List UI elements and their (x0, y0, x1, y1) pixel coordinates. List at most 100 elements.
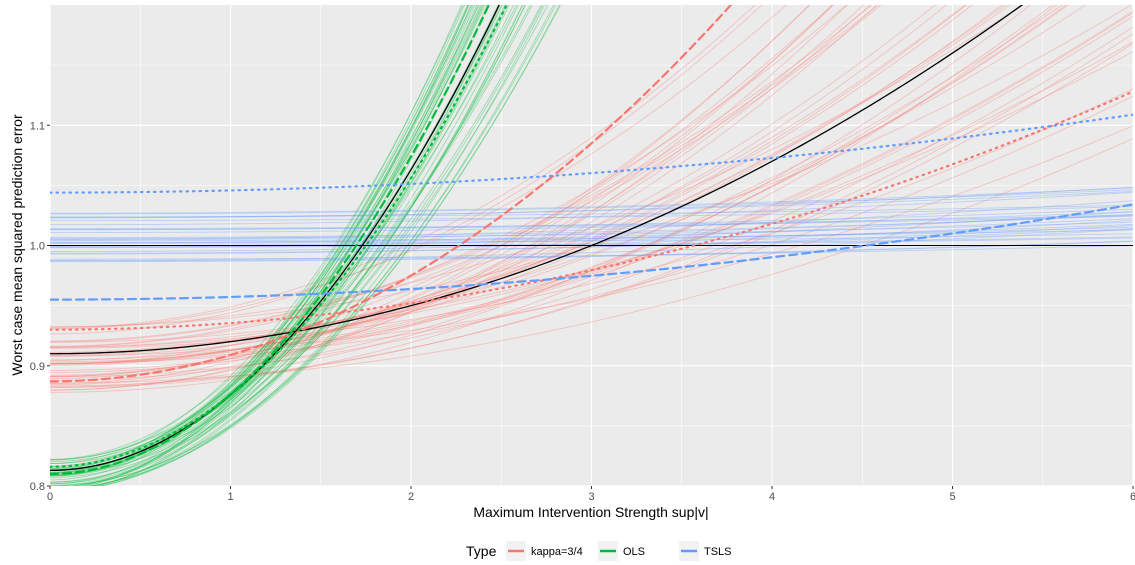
y-tick-label: 1.0 (30, 241, 45, 253)
bundle-line-kappa=3/4 (50, 5, 1011, 353)
bundle-line-kappa=3/4 (50, 125, 1133, 357)
bundle-line-kappa=3/4 (50, 10, 1133, 361)
bundle-line-kappa=3/4 (50, 43, 1133, 387)
bundle-line-kappa=3/4 (50, 5, 1024, 328)
series-line-kappa=3/4-dotted (50, 90, 1133, 331)
bundle-line-kappa=3/4 (50, 5, 973, 365)
bundle-line-kappa=3/4 (50, 5, 834, 391)
bundle-line-TSLS (50, 221, 1133, 239)
bundle-line-OLS (50, 5, 503, 461)
bundle-line-OLS (50, 5, 549, 475)
y-axis-ticks: 0.8 0.9 1.0 1.1 (30, 120, 50, 493)
bundle-line-OLS (50, 5, 472, 476)
bundle-line-TSLS (50, 208, 1133, 231)
bundle-line-OLS (50, 5, 482, 467)
bundle-line-OLS (50, 5, 514, 477)
bundle-line-TSLS (50, 211, 1133, 233)
legend: Type kappa=3/4 OLS TSLS (466, 541, 732, 561)
bundle-line-kappa=3/4 (50, 5, 756, 329)
bundle-line-kappa=3/4 (50, 33, 1133, 388)
bundle-line-TSLS (50, 219, 1133, 252)
series-line-kappa=3/4-solid (50, 5, 1024, 355)
bundle-line-TSLS (50, 189, 1133, 215)
bundle-line-TSLS (50, 206, 1133, 222)
x-tick-label: 3 (588, 491, 594, 503)
bundle-line-OLS (87, 5, 560, 486)
bundle-line-kappa=3/4 (50, 5, 847, 347)
bundle-line-OLS (50, 5, 486, 467)
bundle-line-OLS (70, 5, 484, 486)
y-tick-label: 1.1 (30, 120, 45, 132)
bundle-line-OLS (50, 5, 479, 485)
bundle-line-OLS (50, 5, 557, 486)
x-tick-label: 5 (949, 491, 955, 503)
x-tick-label: 6 (1130, 491, 1135, 503)
bundle-line-TSLS (50, 204, 1133, 218)
x-tick-label: 4 (769, 491, 775, 503)
x-axis-title: Maximum Intervention Strength sup|v| (473, 504, 708, 520)
series-line-kappa=3/4-dashed (50, 5, 733, 383)
bundle-line-OLS (50, 5, 517, 461)
bundle-line-kappa=3/4 (50, 5, 1007, 354)
bundle-line-OLS (50, 5, 480, 460)
bundle-line-kappa=3/4 (50, 5, 833, 365)
bundle-line-kappa=3/4 (50, 5, 848, 391)
bundle-line-kappa=3/4 (50, 5, 788, 330)
y-tick-label: 0.8 (30, 481, 45, 493)
bundle-line-OLS (50, 5, 509, 474)
bundle-line-kappa=3/4 (50, 5, 873, 342)
bundle-line-OLS (71, 5, 476, 486)
bundle-line-OLS (50, 5, 507, 483)
bundle-line-TSLS (50, 191, 1133, 226)
bundle-line-OLS (50, 5, 531, 463)
bundle-line-TSLS (50, 214, 1133, 241)
bundle-line-OLS (50, 5, 544, 478)
bundle-line-kappa=3/4 (50, 5, 865, 376)
legend-label: TSLS (704, 546, 732, 558)
bundle-line-TSLS (50, 228, 1133, 254)
bundle-line-TSLS (50, 211, 1133, 249)
bundle-line-TSLS (50, 228, 1133, 261)
bundle-line-kappa=3/4 (50, 5, 967, 365)
bundle-line-OLS (86, 5, 555, 486)
bundle-line-OLS (50, 5, 533, 464)
bundle-line-kappa=3/4 (50, 138, 1133, 384)
bundle-line-OLS (78, 5, 470, 486)
bundle-line-kappa=3/4 (50, 5, 1003, 364)
bundle-line-OLS (99, 5, 524, 486)
legend-title: Type (466, 543, 497, 559)
bundle-line-OLS (50, 5, 469, 473)
bundle-line-OLS (50, 5, 503, 472)
x-axis-ticks: 0 1 2 3 4 5 6 (47, 486, 1135, 503)
bundle-line-TSLS (50, 240, 1133, 263)
bundle-line-kappa=3/4 (50, 5, 810, 384)
bundle-line-TSLS (50, 186, 1133, 219)
bundle-line-OLS (50, 5, 510, 476)
legend-label: kappa=3/4 (531, 546, 583, 558)
bundle-line-OLS (50, 5, 499, 469)
bundle-line-TSLS (50, 190, 1133, 218)
bundle-line-kappa=3/4 (50, 5, 1069, 371)
bundle-line-OLS (50, 5, 485, 475)
bundle-line-kappa=3/4 (50, 5, 878, 386)
bundle-line-kappa=3/4 (50, 5, 871, 377)
bundle-line-TSLS (50, 214, 1133, 229)
bundle-line-kappa=3/4 (50, 5, 879, 343)
bundle-line-TSLS (50, 187, 1133, 214)
bundle-line-kappa=3/4 (50, 5, 948, 367)
y-tick-label: 0.9 (30, 361, 45, 373)
bundle-line-kappa=3/4 (50, 5, 882, 348)
y-axis-title: Worst case mean squared prediction error (9, 114, 25, 376)
bundle-line-OLS (50, 5, 542, 470)
bundle-line-kappa=3/4 (50, 5, 936, 361)
bundle-line-OLS (50, 5, 466, 476)
bundle-line-kappa=3/4 (50, 5, 1063, 357)
bundle-line-TSLS (50, 240, 1133, 262)
bundle-line-kappa=3/4 (50, 5, 1087, 348)
bundle-line-TSLS (50, 245, 1133, 260)
bundle-line-OLS (50, 5, 470, 481)
bundle-line-OLS (50, 5, 519, 483)
series-line-TSLS-dashed (50, 203, 1133, 301)
bundle-line-TSLS (50, 236, 1133, 247)
